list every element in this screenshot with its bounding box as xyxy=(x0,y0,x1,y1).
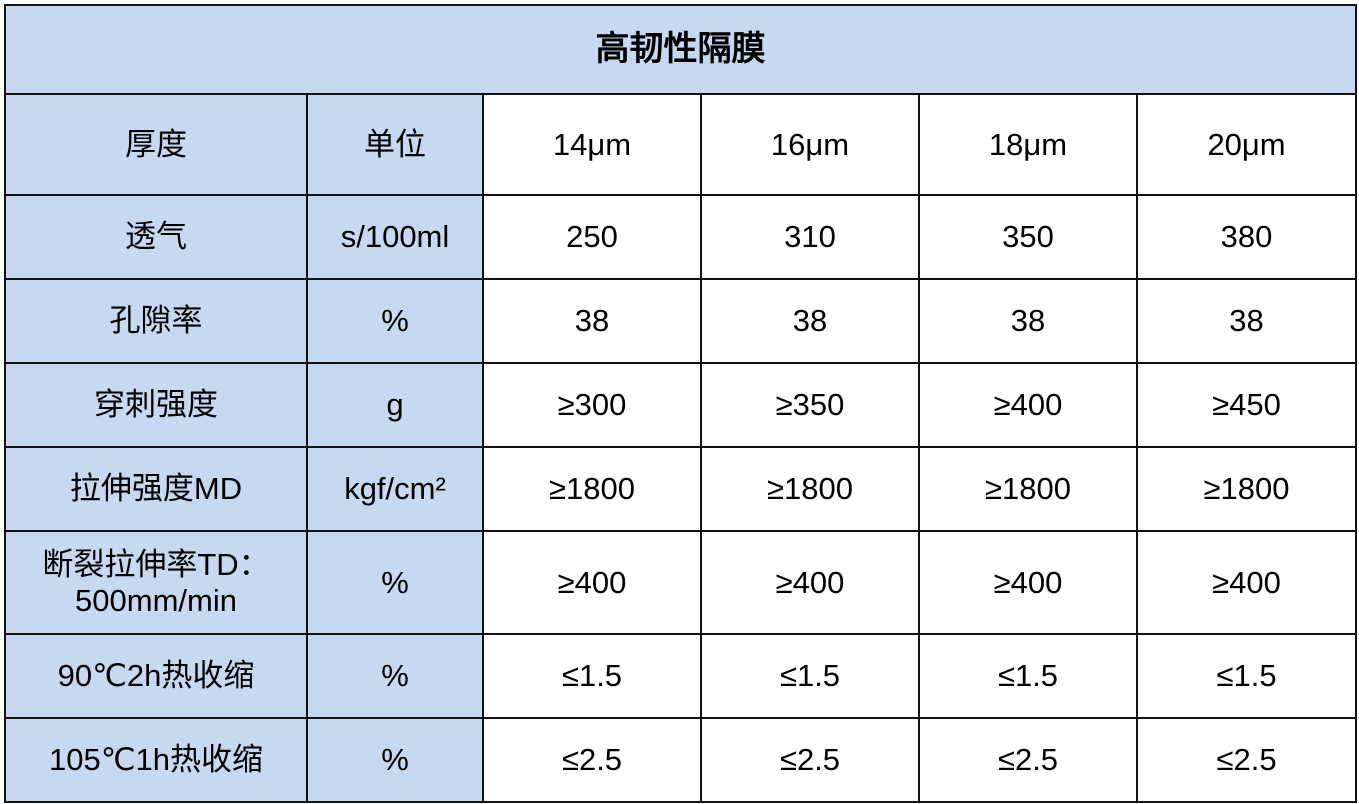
header-cell: 16μm xyxy=(700,93,920,196)
row-label: 拉伸强度MD xyxy=(4,446,308,532)
value-cell: ≤2.5 xyxy=(918,717,1138,803)
value-cell: 38 xyxy=(700,278,920,364)
unit-cell: s/100ml xyxy=(306,194,484,280)
value-cell: 350 xyxy=(918,194,1138,280)
row-label: 透气 xyxy=(4,194,308,280)
unit-cell: % xyxy=(306,530,484,635)
value-cell: 310 xyxy=(700,194,920,280)
value-cell: ≤2.5 xyxy=(482,717,702,803)
value-cell: ≥1800 xyxy=(1135,446,1358,532)
header-cell: 厚度 xyxy=(4,93,308,196)
row-label: 断裂拉伸率TD： 500mm/min xyxy=(4,530,308,635)
value-cell: 38 xyxy=(1135,278,1358,364)
value-cell: ≥350 xyxy=(700,362,920,448)
table-row: 拉伸强度MD kgf/cm² ≥1800 ≥1800 ≥1800 ≥1800 xyxy=(4,446,1358,532)
value-cell: ≤2.5 xyxy=(1135,717,1358,803)
value-cell: ≥400 xyxy=(700,530,920,635)
value-cell: ≥450 xyxy=(1135,362,1358,448)
unit-cell: g xyxy=(306,362,484,448)
row-label: 90℃2h热收缩 xyxy=(4,633,308,719)
header-row: 厚度 单位 14μm 16μm 18μm 20μm xyxy=(4,93,1358,196)
header-cell: 18μm xyxy=(918,93,1138,196)
value-cell: ≤1.5 xyxy=(700,633,920,719)
value-cell: ≥1800 xyxy=(482,446,702,532)
spec-table: 高韧性隔膜 厚度 单位 14μm 16μm 18μm 20μm 透气 s/100m… xyxy=(3,4,1358,803)
row-label: 105℃1h热收缩 xyxy=(4,717,308,803)
table-row: 孔隙率% 38 38 38 38 xyxy=(4,278,1358,364)
value-cell: ≥300 xyxy=(482,362,702,448)
row-label-text: 断裂拉伸率TD： xyxy=(42,546,270,582)
unit-cell: % xyxy=(306,717,484,803)
table-row: 断裂拉伸率TD： 500mm/min% ≥400 ≥400 ≥400 ≥400 xyxy=(4,530,1358,635)
row-label: 孔隙率 xyxy=(4,278,308,364)
value-cell: 380 xyxy=(1135,194,1358,280)
table-title: 高韧性隔膜 xyxy=(3,4,1358,95)
row-label-text: 500mm/min xyxy=(75,582,237,618)
row-label-text: 90℃2h热收缩 xyxy=(57,658,255,694)
row-label-text: 105℃1h热收缩 xyxy=(48,742,264,778)
value-cell: 250 xyxy=(482,194,702,280)
table-row: 90℃2h热收缩% ≤1.5 ≤1.5 ≤1.5 ≤1.5 xyxy=(4,633,1358,719)
value-cell: ≥400 xyxy=(482,530,702,635)
row-label-text: 拉伸强度MD xyxy=(69,471,243,507)
unit-cell: % xyxy=(306,278,484,364)
value-cell: ≥1800 xyxy=(918,446,1138,532)
value-cell: ≤1.5 xyxy=(1135,633,1358,719)
row-label: 穿刺强度 xyxy=(4,362,308,448)
row-label-text: 孔隙率 xyxy=(109,303,203,339)
header-cell: 20μm xyxy=(1135,93,1358,196)
value-cell: ≥1800 xyxy=(700,446,920,532)
header-cell: 14μm xyxy=(482,93,702,196)
unit-cell: kgf/cm² xyxy=(306,446,484,532)
title-row: 高韧性隔膜 xyxy=(3,4,1358,95)
value-cell: ≤2.5 xyxy=(700,717,920,803)
value-cell: ≤1.5 xyxy=(918,633,1138,719)
unit-cell: % xyxy=(306,633,484,719)
value-cell: 38 xyxy=(918,278,1138,364)
value-cell: 38 xyxy=(482,278,702,364)
table-row: 透气 s/100ml 250 310 350 380 xyxy=(4,194,1358,280)
table-row: 105℃1h热收缩% ≤2.5 ≤2.5 ≤2.5 ≤2.5 xyxy=(4,717,1358,803)
value-cell: ≤1.5 xyxy=(482,633,702,719)
table-row: 穿刺强度 g ≥300 ≥350 ≥400 ≥450 xyxy=(4,362,1358,448)
value-cell: ≥400 xyxy=(1135,530,1358,635)
value-cell: ≥400 xyxy=(918,362,1138,448)
value-cell: ≥400 xyxy=(918,530,1138,635)
header-cell: 单位 xyxy=(306,93,484,196)
row-label-text: 透气 xyxy=(125,219,187,255)
row-label-text: 穿刺强度 xyxy=(94,387,218,423)
